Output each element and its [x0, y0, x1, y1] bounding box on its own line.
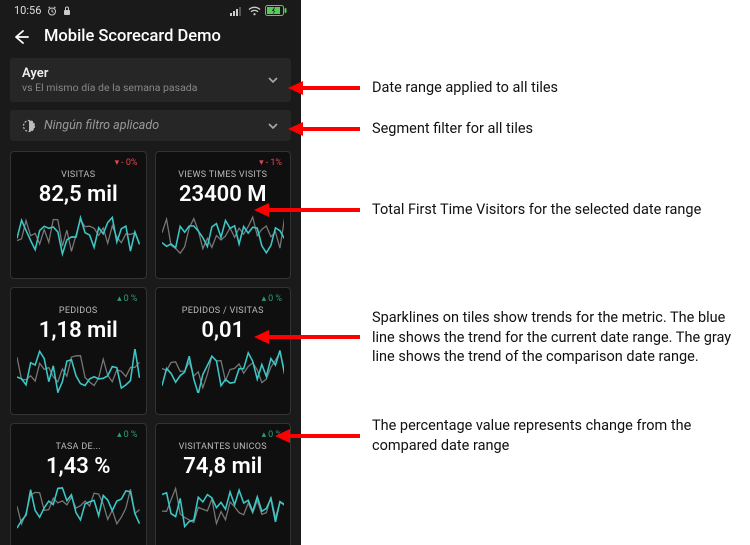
delta-badge: ▾- 0%: [115, 158, 138, 168]
status-time: 10:56: [14, 4, 41, 17]
delta-arrow-icon: ▴: [117, 294, 122, 304]
delta-arrow-icon: ▾: [115, 158, 120, 168]
delta-badge: ▾- 1%: [259, 158, 282, 168]
metric-tile[interactable]: ▴0 % PEDIDOS 1,18 mil: [10, 287, 147, 415]
annotation-text: Total First Time Visitors for the select…: [372, 200, 701, 220]
annotation: Sparklines on tiles show trends for the …: [254, 308, 750, 367]
page-title: Mobile Scorecard Demo: [44, 27, 221, 46]
annotation-text: The percentage value represents change f…: [372, 416, 750, 455]
phone-frame: 10:56 Mobile Scorecard Demo: [0, 0, 301, 545]
annotation-text: Sparklines on tiles show trends for the …: [372, 308, 750, 367]
arrow-icon: [254, 207, 360, 213]
delta-value: - 0%: [121, 158, 137, 168]
annotation-text: Segment filter for all tiles: [372, 119, 533, 139]
wifi-icon: [248, 6, 261, 16]
metric-value: 1,43 %: [46, 454, 111, 479]
chevron-down-icon: [267, 74, 279, 86]
app-header: Mobile Scorecard Demo: [0, 19, 301, 58]
delta-arrow-icon: ▴: [262, 430, 267, 440]
metric-tile[interactable]: ▴0 % VISITANTES ÚNICOS 74,8 mil: [155, 423, 292, 545]
date-range-sub: vs El mismo día de la semana pasada: [22, 81, 197, 94]
alarm-icon: [47, 6, 57, 16]
segment-filter-label: Ningún filtro aplicado: [44, 118, 159, 133]
arrow-icon: [288, 126, 360, 132]
battery-icon: [265, 5, 287, 16]
delta-value: 0 %: [268, 294, 282, 304]
metric-name: PEDIDOS: [59, 306, 98, 316]
delta-value: 0 %: [124, 430, 138, 440]
delta-badge: ▴0 %: [117, 430, 137, 440]
delta-arrow-icon: ▴: [117, 430, 122, 440]
date-range-main: Ayer: [22, 66, 197, 81]
delta-badge: ▴0 %: [262, 294, 282, 304]
delta-arrow-icon: ▾: [259, 158, 264, 168]
metric-value: 0,01: [201, 318, 244, 343]
status-bar: 10:56: [0, 0, 301, 19]
delta-value: - 1%: [266, 158, 282, 168]
arrow-icon: [254, 334, 360, 340]
metric-value: 74,8 mil: [183, 454, 262, 479]
annotation-text: Date range applied to all tiles: [372, 78, 558, 98]
delta-arrow-icon: ▴: [262, 294, 267, 304]
annotation: Total First Time Visitors for the select…: [254, 200, 701, 220]
metric-name: PEDIDOS / VISITAS: [182, 306, 264, 316]
annotation: Segment filter for all tiles: [288, 119, 533, 139]
metric-name: VISITAS: [61, 170, 95, 180]
annotation: Date range applied to all tiles: [288, 78, 558, 98]
arrow-icon: [275, 433, 360, 439]
metric-tile[interactable]: ▾- 0% VISITAS 82,5 mil: [10, 151, 147, 279]
metric-name: VIEWS TIMES VISITS: [178, 170, 267, 180]
metric-name: TASA DE...: [56, 442, 101, 452]
sparkline: [162, 213, 285, 257]
metric-value: 1,18 mil: [39, 318, 118, 343]
back-icon[interactable]: [12, 28, 30, 46]
chevron-down-icon: [267, 120, 279, 132]
date-range-selector[interactable]: Ayer vs El mismo día de la semana pasada: [10, 58, 291, 102]
metric-name: VISITANTES ÚNICOS: [179, 442, 267, 452]
sparkline: [162, 485, 285, 529]
filter-icon: [22, 119, 36, 133]
segment-filter-selector[interactable]: Ningún filtro aplicado: [10, 110, 291, 141]
signal-icon: [230, 6, 244, 16]
annotation: The percentage value represents change f…: [275, 416, 750, 455]
delta-value: 0 %: [124, 294, 138, 304]
arrow-icon: [288, 85, 360, 91]
delta-badge: ▴0 %: [117, 294, 137, 304]
lock-icon: [63, 6, 71, 16]
sparkline: [17, 213, 140, 257]
metric-tile[interactable]: ▴0 % TASA DE... 1,43 %: [10, 423, 147, 545]
sparkline: [17, 349, 140, 393]
metric-value: 82,5 mil: [39, 182, 118, 207]
sparkline: [17, 485, 140, 529]
